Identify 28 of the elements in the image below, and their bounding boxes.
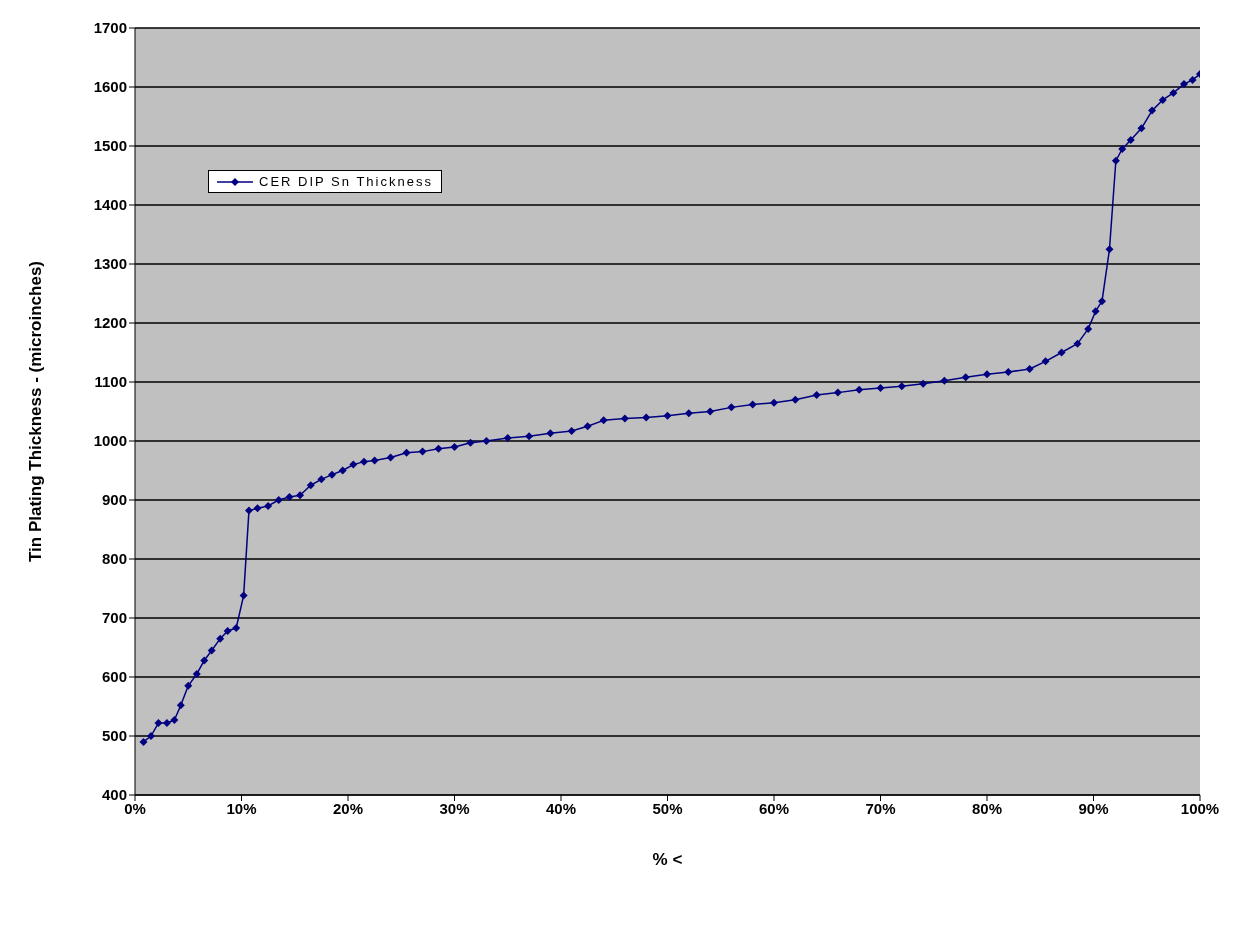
- x-tick-label: 40%: [545, 799, 577, 817]
- y-tick-label: 800: [101, 550, 127, 568]
- y-tick-label: 1200: [93, 314, 127, 332]
- x-tick-label: 60%: [758, 799, 790, 817]
- x-axis-title: % <: [652, 850, 683, 869]
- x-tick-label: 90%: [1078, 799, 1109, 817]
- x-tick-label: 50%: [652, 799, 683, 817]
- x-tick-label: 0%: [124, 799, 146, 817]
- y-tick-label: 500: [101, 727, 127, 745]
- x-tick-label: 20%: [332, 799, 364, 817]
- y-tick-label: 1500: [93, 137, 127, 155]
- y-tick-label: 900: [101, 491, 127, 509]
- y-tick-label: 1100: [94, 373, 127, 391]
- x-tick-label: 100%: [1180, 799, 1220, 817]
- y-tick-label: 1700: [93, 19, 127, 37]
- y-tick-label: 1300: [93, 255, 127, 273]
- x-tick-label: 30%: [439, 799, 470, 817]
- x-tick-label: 80%: [971, 799, 1003, 817]
- legend-label: CER DIP Sn Thickness: [259, 174, 433, 189]
- y-tick-label: 1000: [93, 432, 127, 450]
- x-tick-label: 70%: [865, 799, 896, 817]
- y-tick-label: 600: [101, 668, 127, 686]
- y-tick-label: 1400: [93, 196, 127, 214]
- y-tick-label: 400: [101, 786, 127, 804]
- x-tick-label: 10%: [226, 799, 257, 817]
- y-tick-label: 700: [101, 609, 127, 627]
- y-axis-title: Tin Plating Thickness - (microinches): [26, 260, 46, 563]
- y-tick-label: 1600: [93, 78, 127, 96]
